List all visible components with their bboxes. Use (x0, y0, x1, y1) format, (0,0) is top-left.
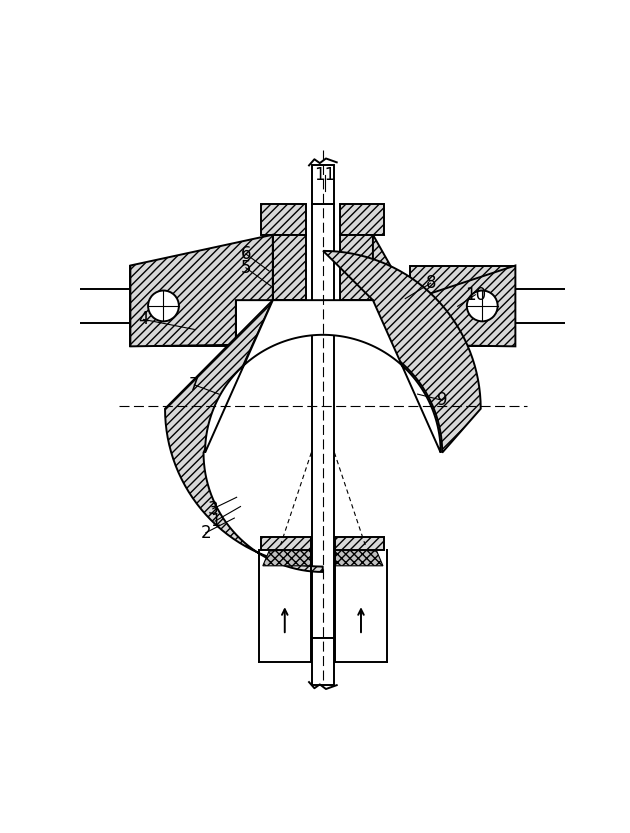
Polygon shape (165, 300, 323, 572)
Bar (159, 329, 168, 337)
Text: 8: 8 (425, 274, 436, 292)
Polygon shape (130, 235, 273, 347)
Polygon shape (335, 547, 383, 566)
Bar (478, 329, 486, 337)
Text: 3: 3 (207, 500, 218, 518)
Polygon shape (205, 300, 441, 452)
Text: 2: 2 (200, 524, 211, 541)
Polygon shape (130, 266, 236, 347)
Text: 10: 10 (465, 286, 486, 304)
Bar (312, 638, 334, 686)
Polygon shape (335, 537, 384, 551)
Circle shape (467, 291, 498, 322)
Polygon shape (261, 537, 311, 551)
Text: 9: 9 (437, 392, 447, 409)
Polygon shape (340, 235, 373, 300)
Bar (312, 204, 334, 638)
Circle shape (148, 291, 179, 322)
Polygon shape (373, 235, 515, 347)
Bar (515, 289, 573, 323)
Text: 11: 11 (314, 166, 336, 183)
Polygon shape (340, 204, 384, 235)
Polygon shape (410, 266, 515, 347)
Text: 4: 4 (138, 311, 149, 328)
Text: 7: 7 (189, 376, 200, 394)
Text: 5: 5 (241, 259, 251, 277)
Bar (312, 166, 334, 204)
Text: 6: 6 (241, 245, 251, 263)
Polygon shape (263, 547, 311, 566)
Polygon shape (323, 251, 481, 452)
Bar (72, 289, 130, 323)
Text: 1: 1 (210, 512, 220, 530)
Polygon shape (261, 204, 306, 235)
Polygon shape (273, 235, 306, 300)
